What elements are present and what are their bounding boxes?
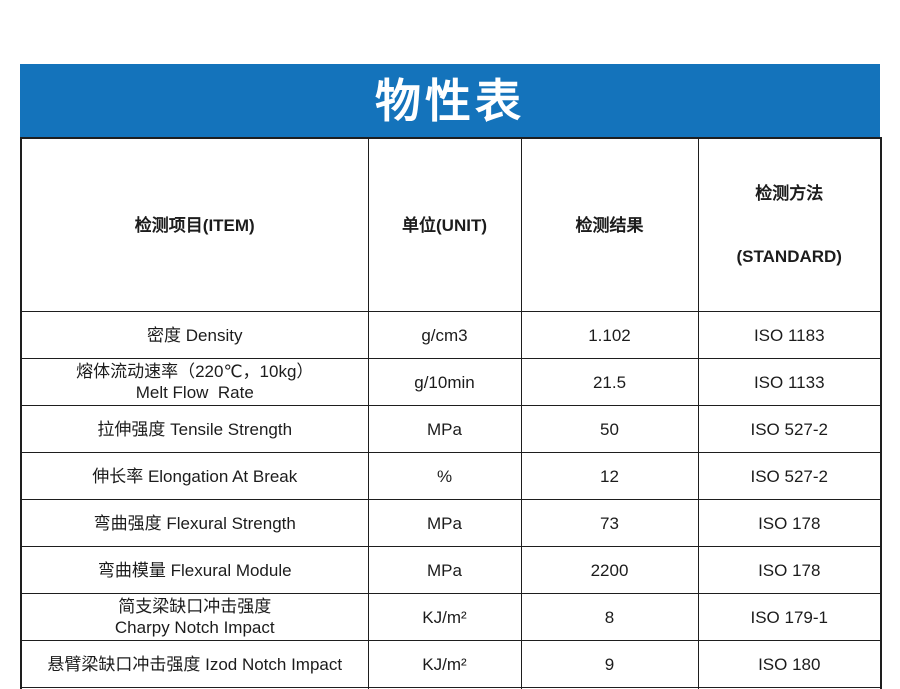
unit-cell: KJ/m² (367, 640, 522, 688)
column-header-unit: 单位(UNIT) (367, 137, 522, 312)
item-line: 弯曲模量 Flexural Module (97, 560, 292, 580)
table-row: 伸长率 Elongation At Break % 12 ISO 527-2 (20, 452, 882, 500)
standard-cell: ISO 527-2 (697, 405, 882, 453)
result-cell: 8 (520, 593, 699, 641)
standard-cell: ISO 179-1 (697, 593, 882, 641)
item-line: 拉伸强度 Tensile Strength (97, 419, 293, 439)
result-cell: 1.102 (520, 311, 699, 359)
spec-sheet: 物性表 检测项目(ITEM) 单位(UNIT) 检测结果 检测方法 (STAND… (20, 0, 882, 689)
column-header-label: 检测方法 (755, 184, 824, 203)
item-cell: 拉伸强度 Tensile Strength (20, 405, 369, 453)
table-header: 检测项目(ITEM) 单位(UNIT) 检测结果 检测方法 (STANDARD) (20, 137, 882, 312)
table-row: 拉伸强度 Tensile Strength MPa 50 ISO 527-2 (20, 405, 882, 453)
column-header-label: 检测结果 (575, 215, 644, 235)
standard-cell: ISO 178 (697, 499, 882, 547)
column-header-label: (STANDARD) (736, 247, 842, 266)
result-cell: 2200 (520, 546, 699, 594)
table-row: 红外透过率 Infrared Transmittance % 92 / (20, 687, 882, 689)
table-body: 密度 Density g/cm3 1.102 ISO 1183 熔体流动速率（2… (20, 311, 882, 689)
column-header-item: 检测项目(ITEM) (20, 137, 369, 312)
table-row: 熔体流动速率（220℃，10kg） Melt Flow Rate g/10min … (20, 358, 882, 406)
item-line: Charpy Notch Impact (114, 618, 275, 637)
unit-cell: g/cm3 (367, 311, 522, 359)
table-row: 弯曲强度 Flexural Strength MPa 73 ISO 178 (20, 499, 882, 547)
table-row: 弯曲模量 Flexural Module MPa 2200 ISO 178 (20, 546, 882, 594)
item-cell: 悬臂梁缺口冲击强度 Izod Notch Impact (20, 640, 369, 688)
result-cell: 9 (520, 640, 699, 688)
result-cell: 50 (520, 405, 699, 453)
item-cell: 伸长率 Elongation At Break (20, 452, 369, 500)
unit-cell: KJ/m² (367, 593, 522, 641)
standard-cell: ISO 1133 (697, 358, 882, 406)
item-line: 熔体流动速率（220℃，10kg） (76, 362, 314, 381)
item-line: Melt Flow Rate (135, 383, 254, 402)
item-cell: 弯曲模量 Flexural Module (20, 546, 369, 594)
page-title: 物性表 (375, 74, 525, 127)
column-header-label: 单位(UNIT) (402, 215, 487, 235)
result-cell: 12 (520, 452, 699, 500)
standard-cell: ISO 180 (697, 640, 882, 688)
column-header-result: 检测结果 (520, 137, 699, 312)
title-banner: 物性表 (20, 64, 880, 137)
table-row: 简支梁缺口冲击强度 Charpy Notch Impact KJ/m² 8 ISO… (20, 593, 882, 641)
table-row: 密度 Density g/cm3 1.102 ISO 1183 (20, 311, 882, 359)
standard-cell: ISO 527-2 (697, 452, 882, 500)
unit-cell: % (367, 452, 522, 500)
item-cell: 简支梁缺口冲击强度 Charpy Notch Impact (20, 593, 369, 641)
result-cell: 73 (520, 499, 699, 547)
column-header-label: 检测项目(ITEM) (134, 215, 255, 235)
item-line: 伸长率 Elongation At Break (92, 466, 298, 486)
item-cell: 弯曲强度 Flexural Strength (20, 499, 369, 547)
item-line: 密度 Density (147, 325, 243, 345)
unit-cell: g/10min (367, 358, 522, 406)
properties-table: 检测项目(ITEM) 单位(UNIT) 检测结果 检测方法 (STANDARD)… (20, 137, 882, 689)
standard-cell: / (697, 687, 882, 689)
standard-cell: ISO 178 (697, 546, 882, 594)
unit-cell: MPa (367, 546, 522, 594)
item-line: 悬臂梁缺口冲击强度 Izod Notch Impact (47, 654, 343, 674)
item-cell: 密度 Density (20, 311, 369, 359)
item-line: 弯曲强度 Flexural Strength (93, 513, 296, 533)
unit-cell: MPa (367, 405, 522, 453)
item-line: 简支梁缺口冲击强度 (118, 597, 272, 616)
header-row: 检测项目(ITEM) 单位(UNIT) 检测结果 检测方法 (STANDARD) (20, 137, 882, 312)
standard-cell: ISO 1183 (697, 311, 882, 359)
result-cell: 21.5 (520, 358, 699, 406)
table-row: 悬臂梁缺口冲击强度 Izod Notch Impact KJ/m² 9 ISO … (20, 640, 882, 688)
item-cell: 熔体流动速率（220℃，10kg） Melt Flow Rate (20, 358, 369, 406)
unit-cell: MPa (367, 499, 522, 547)
column-header-standard: 检测方法 (STANDARD) (697, 137, 882, 312)
